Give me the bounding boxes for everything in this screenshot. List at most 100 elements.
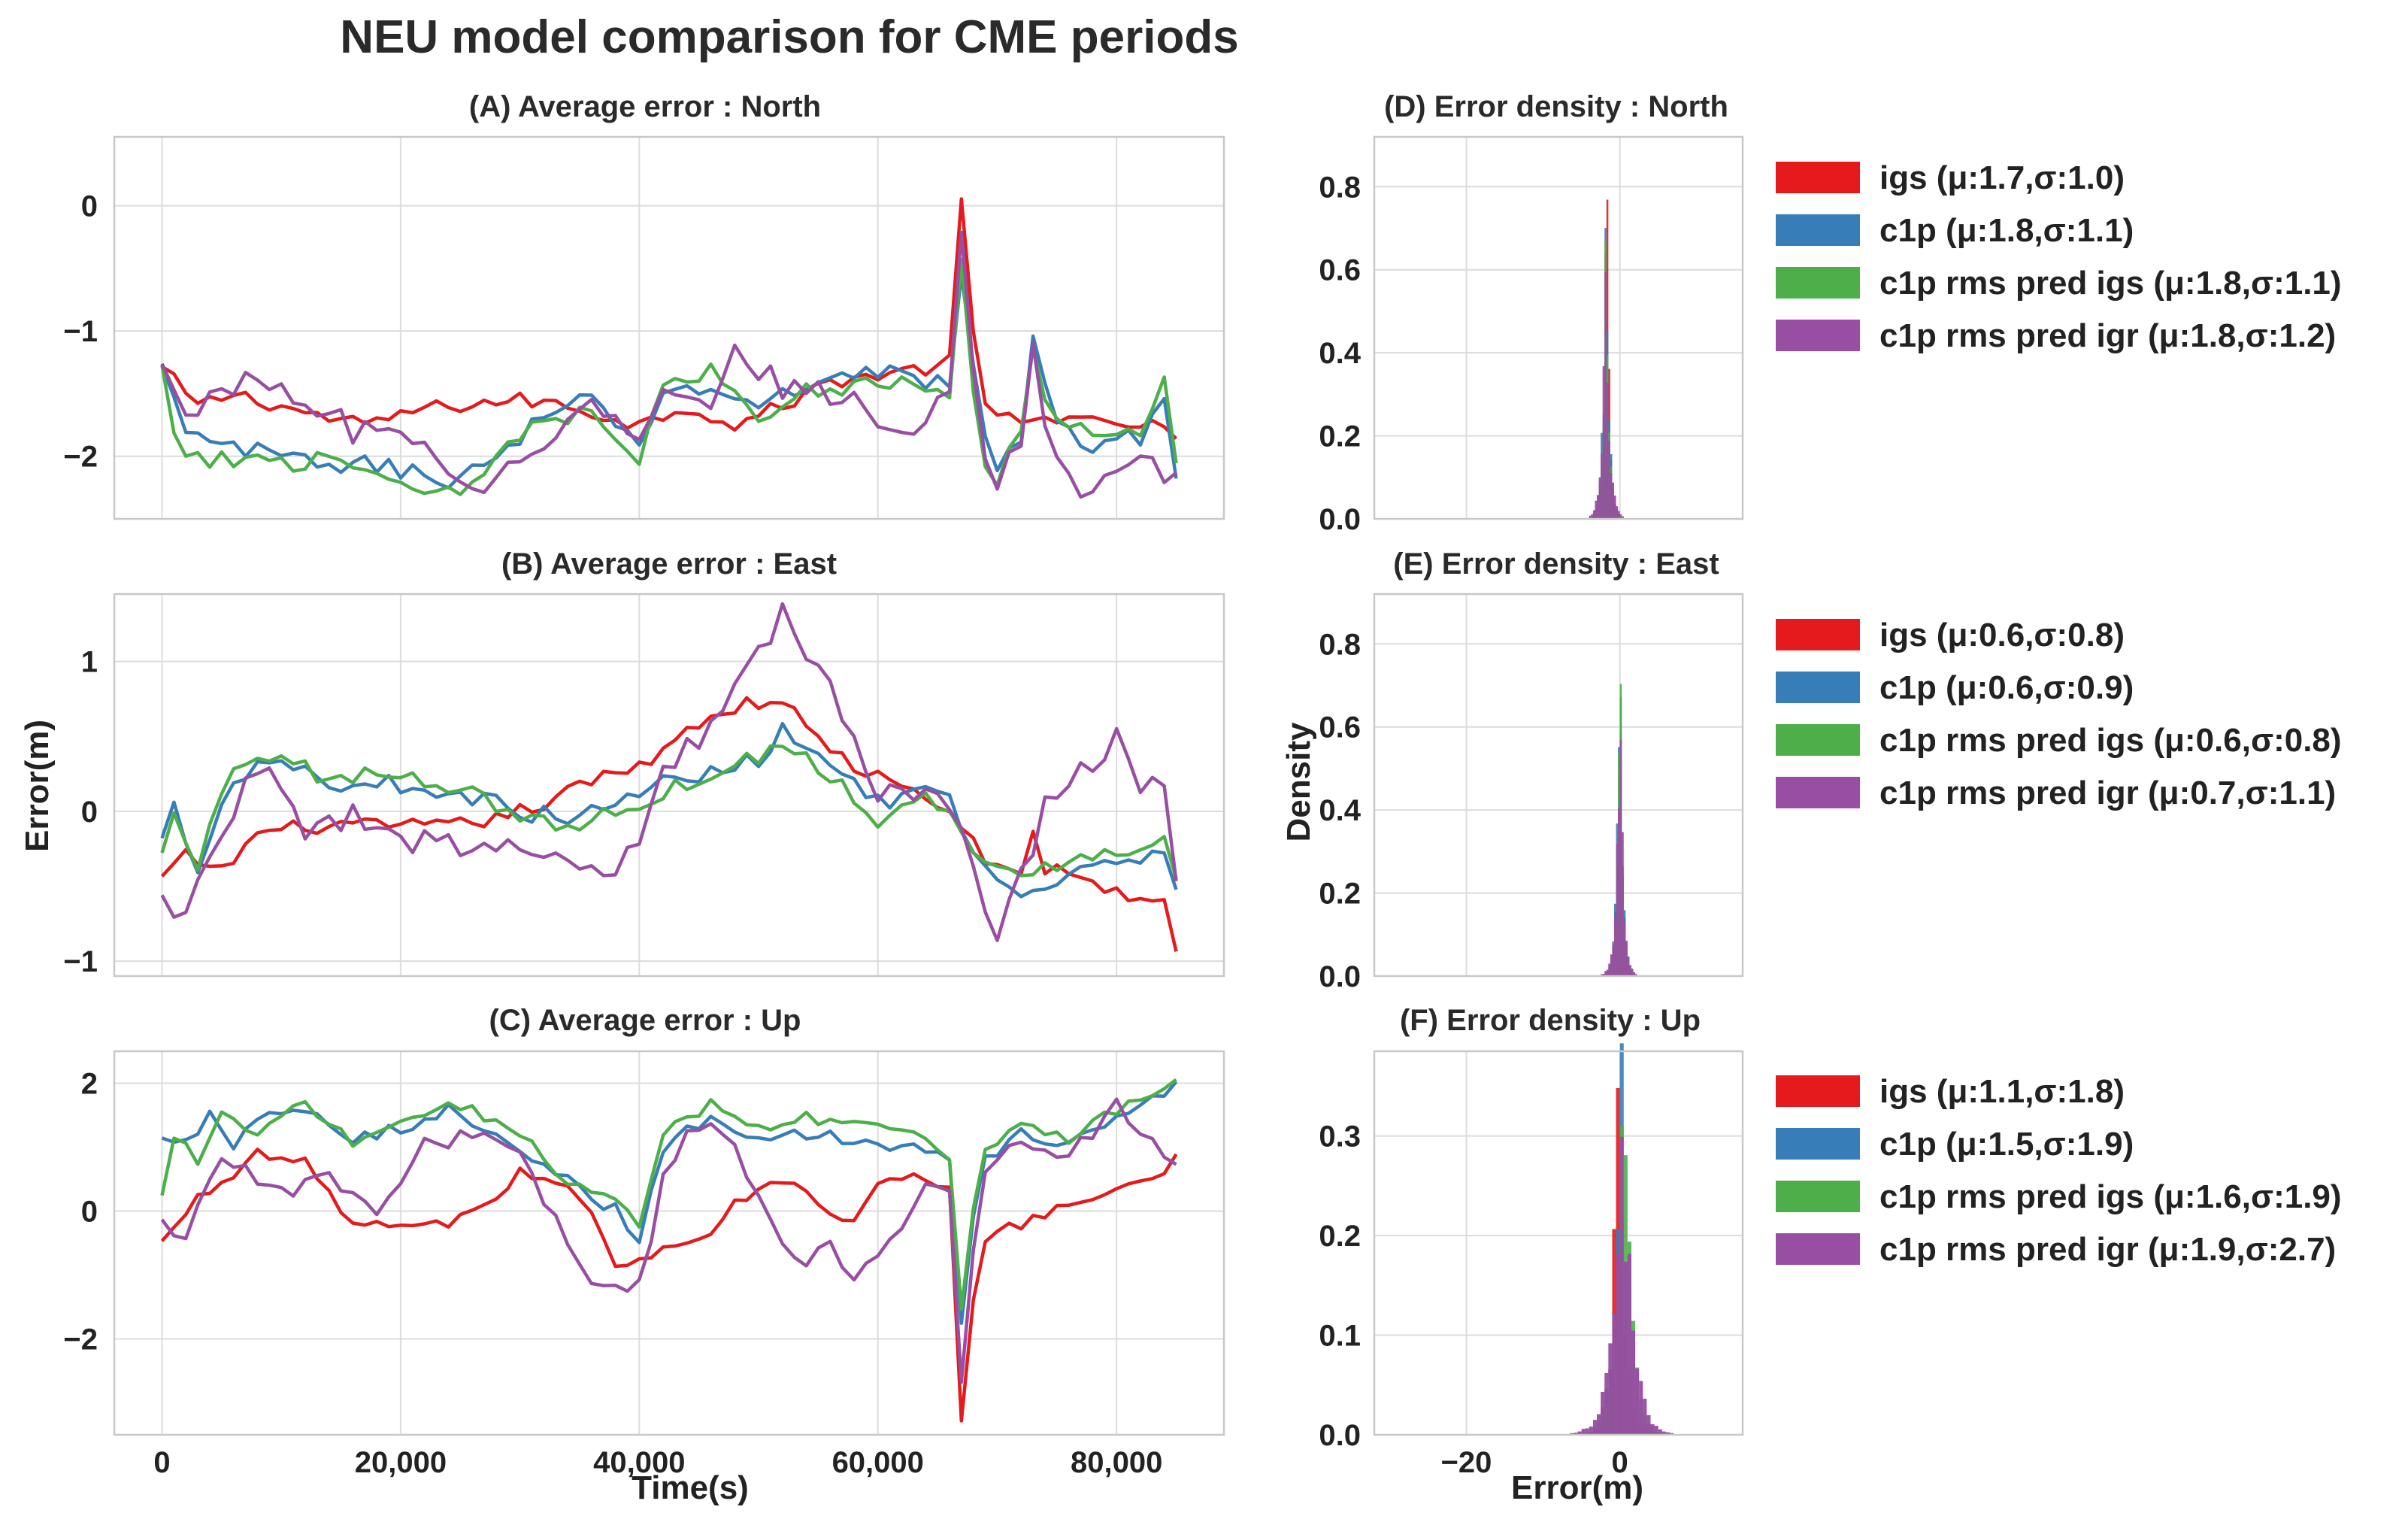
hist-bar — [1602, 365, 1605, 519]
hist-bar — [1627, 957, 1630, 976]
hist-bar — [1601, 974, 1603, 976]
panel-e-frame — [1373, 593, 1744, 978]
legend-swatch-c1p — [1776, 214, 1860, 246]
legend-label-igs: igs (μ:1.7,σ:1.0) — [1879, 159, 2125, 196]
x-axis-label-time: Time(s) — [632, 1469, 749, 1506]
hist-bar — [1658, 1429, 1662, 1435]
x-tick-label: −20 — [1441, 1446, 1492, 1479]
panel-e-bars — [1601, 684, 1637, 976]
hist-bar — [1604, 1372, 1609, 1435]
hist-bar — [1595, 500, 1598, 519]
legend-swatch-c1p-rms-pred-igr — [1776, 777, 1860, 808]
legend-label-c1p: c1p (μ:0.6,σ:0.9) — [1879, 669, 2134, 706]
hist-bar — [1631, 1330, 1636, 1435]
y-tick-label: −2 — [63, 441, 98, 474]
x-tick-label: 80,000 — [1071, 1446, 1162, 1479]
hist-bar — [1601, 453, 1603, 519]
y-tick-label: 0.8 — [1319, 628, 1361, 661]
y-tick-label: 0.6 — [1319, 711, 1361, 744]
legend-swatch-c1p-rms-pred-igr — [1776, 1233, 1860, 1265]
x-tick-label: 20,000 — [355, 1446, 447, 1479]
panel-a-frame — [113, 135, 1225, 520]
hist-bar — [1612, 482, 1615, 519]
y-tick-label: 0.4 — [1319, 337, 1361, 370]
panel-d-title: (D) Error density : North — [1384, 90, 1728, 123]
panel-f-xticks: −20 0 — [1441, 1446, 1628, 1479]
hist-bar — [1622, 516, 1624, 519]
y-tick-label: −1 — [63, 315, 98, 348]
hist-bar — [1592, 510, 1595, 519]
hist-bar — [1598, 477, 1601, 519]
x-tick-label: 0 — [1612, 1446, 1628, 1479]
series-line-c1p — [160, 721, 1178, 899]
hist-bar — [1639, 1381, 1643, 1435]
y-tick-label: 0.3 — [1319, 1120, 1361, 1154]
hist-bar — [1612, 1313, 1616, 1435]
hist-bar — [1616, 506, 1619, 519]
y-tick-label: 0.6 — [1319, 254, 1361, 287]
hist-bar — [1627, 1254, 1631, 1435]
panel-c-xticks: 0 20,000 40,000 60,000 80,000 — [153, 1446, 1162, 1479]
hist-bar — [1608, 1343, 1613, 1435]
hist-bar — [1612, 944, 1615, 976]
hist-bar — [1597, 495, 1599, 519]
y-tick-label: 0.2 — [1319, 420, 1361, 453]
x-tick-label: 60,000 — [832, 1446, 924, 1479]
hist-bar — [1618, 808, 1620, 976]
hist-bar — [1629, 966, 1631, 976]
panel-north-hist: (D) Error density : North 0.00.20.40.60.… — [1319, 90, 2341, 536]
hist-bar — [1608, 963, 1610, 976]
panel-d-yticks: 0.0 0.2 0.4 0.6 0.8 — [1319, 171, 1361, 536]
y-tick-label: 0.0 — [1319, 1419, 1361, 1452]
hist-bar — [1604, 971, 1607, 976]
panel-east-hist: (E) Error density : East 0.0 0.2 0.4 0.6 0.8… — [1280, 547, 2342, 993]
hist-bar — [1592, 1420, 1598, 1435]
hist-bar — [1661, 1431, 1666, 1435]
figure-title: NEU model comparison for CME periods — [340, 11, 1238, 63]
panel-a-title: (A) Average error : North — [469, 90, 821, 123]
hist-bar — [1614, 917, 1616, 976]
hist-bar — [1623, 922, 1626, 976]
panel-east-line: (B) Average error : East 1 0 −1 — [63, 547, 1225, 978]
panel-f-title: (F) Error density : Up — [1400, 1004, 1701, 1037]
panel-d-legend: igs (μ:1.7,σ:1.0) c1p (μ:1.8,σ:1.1) c1p rm… — [1776, 159, 2342, 354]
hist-bar — [1619, 514, 1622, 519]
panel-a-lines — [160, 197, 1178, 499]
hist-bar — [1577, 1431, 1582, 1435]
series-line-igs — [160, 1148, 1178, 1423]
y-axis-label-density: Density — [1280, 722, 1317, 841]
legend-swatch-igs — [1776, 619, 1860, 650]
hist-series-c1p-rms-pred-igr — [1570, 1136, 1674, 1435]
y-tick-label: 0 — [81, 796, 98, 829]
panel-c-title: (C) Average error : Up — [489, 1004, 801, 1037]
legend-swatch-igs — [1776, 162, 1860, 193]
legend-label-c1p-rms-pred-igs: c1p rms pred igs (μ:1.6,σ:1.9) — [1879, 1178, 2342, 1215]
hist-bar — [1581, 1429, 1586, 1435]
legend-label-c1p-rms-pred-igs: c1p rms pred igs (μ:0.6,σ:0.8) — [1879, 722, 2342, 759]
hist-bar — [1643, 1399, 1647, 1435]
y-tick-label: 0.0 — [1319, 960, 1361, 993]
hist-bar — [1574, 1433, 1578, 1435]
legend-swatch-c1p — [1776, 672, 1860, 703]
y-tick-label: 2 — [81, 1068, 98, 1101]
series-line-igs — [161, 197, 1178, 440]
panel-e-legend: igs (μ:0.6,σ:0.8) c1p (μ:0.6,σ:0.9) c1p rm… — [1776, 617, 2342, 811]
series-line-c1p-rms-pred-igr — [160, 602, 1178, 942]
y-tick-label: 0.0 — [1319, 503, 1361, 536]
hist-bar — [1618, 511, 1620, 519]
y-tick-label: 0.1 — [1319, 1320, 1361, 1353]
hist-bar — [1623, 1261, 1628, 1435]
series-line-c1p-rms-pred-igs — [160, 1078, 1177, 1311]
hist-bar — [1635, 974, 1637, 976]
panel-f-legend: igs (μ:1.1,σ:1.8) c1p (μ:1.5,σ:1.9) c1p rm… — [1776, 1073, 2342, 1268]
panel-d-bars — [1589, 199, 1624, 519]
panel-f-frame — [1373, 1050, 1744, 1436]
series-line-c1p-rms-pred-igr — [160, 1097, 1177, 1384]
hist-bar — [1585, 1428, 1589, 1435]
panel-a-yticks: 0 −1 −2 — [63, 190, 98, 474]
legend-label-igs: igs (μ:1.1,σ:1.8) — [1879, 1073, 2125, 1110]
hist-bar — [1646, 1414, 1651, 1435]
y-tick-label: 0.2 — [1319, 1220, 1361, 1253]
panel-up-hist: (F) Error density : Up 0.0 0.1 0.2 0.3 −20 0… — [1319, 1004, 2341, 1506]
